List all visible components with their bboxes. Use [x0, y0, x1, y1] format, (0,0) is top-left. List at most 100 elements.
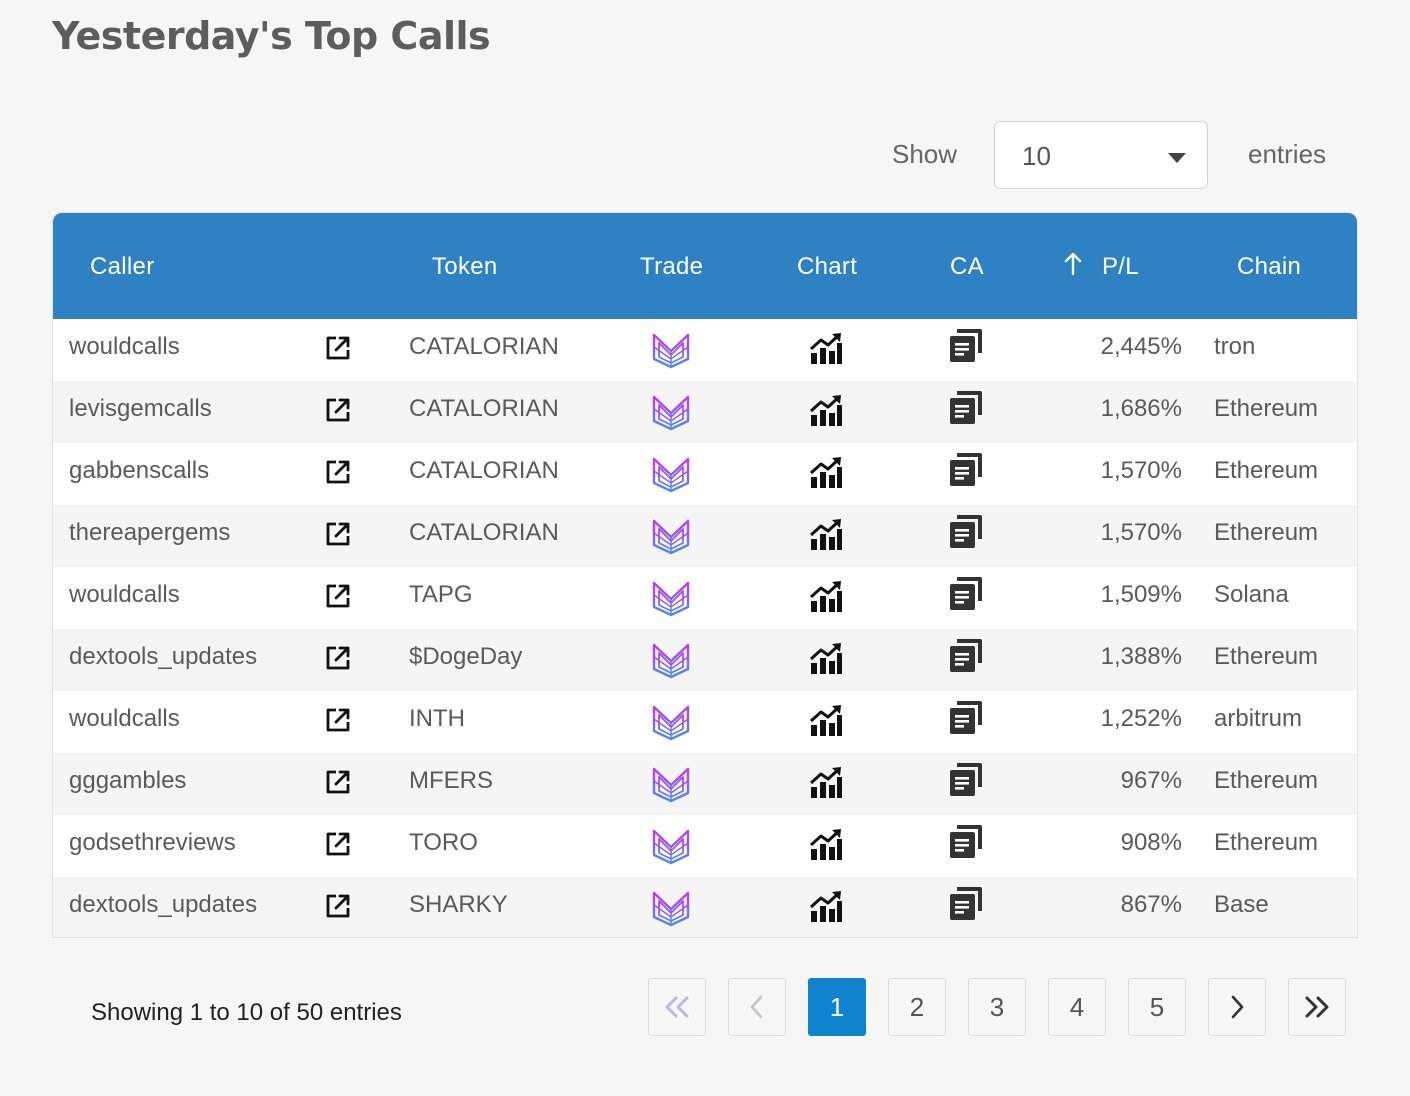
header-caller[interactable]: Caller [90, 253, 155, 280]
table-row: wouldcalls TAPG 1,509% Solana [53, 567, 1357, 629]
trade-logo-icon[interactable] [651, 703, 691, 741]
profit-loss-value: 867% [1120, 891, 1182, 918]
chart-icon[interactable] [809, 455, 843, 489]
trade-logo-icon[interactable] [651, 827, 691, 865]
caller-name: wouldcalls [69, 333, 180, 360]
profit-loss-value: 967% [1120, 767, 1182, 794]
copy-icon[interactable] [949, 761, 983, 797]
copy-icon[interactable] [949, 885, 983, 921]
token-name: SHARKY [409, 891, 508, 918]
caller-name: gggambles [69, 767, 187, 794]
copy-icon[interactable] [949, 513, 983, 549]
external-link-icon[interactable] [325, 831, 351, 857]
chain-name: Ethereum [1214, 767, 1319, 794]
trade-logo-icon[interactable] [651, 579, 691, 617]
chart-icon[interactable] [809, 765, 843, 799]
chevron-right-icon [1231, 995, 1244, 1019]
header-chart[interactable]: Chart [797, 253, 858, 280]
page-button-5[interactable]: 5 [1128, 978, 1186, 1036]
chart-icon[interactable] [809, 703, 843, 737]
copy-icon[interactable] [949, 575, 983, 611]
trade-logo-icon[interactable] [651, 765, 691, 803]
external-link-icon[interactable] [325, 769, 351, 795]
trade-logo-icon[interactable] [651, 889, 691, 927]
header-trade[interactable]: Trade [640, 253, 704, 280]
last-page-button[interactable] [1288, 978, 1346, 1036]
chart-icon[interactable] [809, 889, 843, 923]
trade-logo-icon[interactable] [651, 517, 691, 555]
chain-name: arbitrum [1214, 705, 1303, 732]
profit-loss-value: 2,445% [1100, 333, 1182, 360]
token-name: CATALORIAN [409, 519, 559, 546]
entries-per-page-value: 10 [1022, 141, 1051, 171]
profit-loss-value: 1,252% [1100, 705, 1182, 732]
external-link-icon[interactable] [325, 645, 351, 671]
chain-name: Solana [1214, 581, 1289, 608]
token-name: CATALORIAN [409, 333, 559, 360]
entries-per-page-select[interactable]: 10 [994, 121, 1208, 189]
trade-logo-icon[interactable] [651, 331, 691, 369]
copy-icon[interactable] [949, 823, 983, 859]
external-link-icon[interactable] [325, 707, 351, 733]
copy-icon[interactable] [949, 451, 983, 487]
copy-icon[interactable] [949, 327, 983, 363]
header-token[interactable]: Token [432, 253, 498, 280]
sort-arrow-up-icon[interactable] [1063, 251, 1083, 277]
chart-icon[interactable] [809, 393, 843, 427]
page-button-4[interactable]: 4 [1048, 978, 1106, 1036]
copy-icon[interactable] [949, 637, 983, 673]
external-link-icon[interactable] [325, 459, 351, 485]
chain-name: Ethereum [1214, 395, 1319, 422]
profit-loss-value: 908% [1120, 829, 1182, 856]
header-ca[interactable]: CA [950, 253, 984, 280]
caller-name: thereapergems [69, 519, 231, 546]
token-name: INTH [409, 705, 465, 732]
caller-name: wouldcalls [69, 705, 180, 732]
token-name: TORO [409, 829, 478, 856]
trade-logo-icon[interactable] [651, 641, 691, 679]
next-page-button[interactable] [1208, 978, 1266, 1036]
copy-icon[interactable] [949, 699, 983, 735]
top-calls-table: Caller Token Trade Chart CA P/L Chain wo… [52, 212, 1358, 938]
caller-name: dextools_updates [69, 891, 258, 918]
external-link-icon[interactable] [325, 583, 351, 609]
entries-length-control: Show 10 entries [0, 121, 1410, 191]
token-name: TAPG [409, 581, 473, 608]
trade-logo-icon[interactable] [651, 393, 691, 431]
caret-down-icon [1168, 153, 1186, 163]
chain-name: tron [1214, 333, 1256, 360]
profit-loss-value: 1,570% [1100, 457, 1182, 484]
copy-icon[interactable] [949, 389, 983, 425]
table-row: gabbenscalls CATALORIAN 1,570% Ethereum [53, 443, 1357, 505]
external-link-icon[interactable] [325, 335, 351, 361]
page-button-3[interactable]: 3 [968, 978, 1026, 1036]
chain-name: Ethereum [1214, 519, 1319, 546]
trade-logo-icon[interactable] [651, 455, 691, 493]
external-link-icon[interactable] [325, 397, 351, 423]
chart-icon[interactable] [809, 331, 843, 365]
header-chain[interactable]: Chain [1237, 253, 1302, 280]
chart-icon[interactable] [809, 641, 843, 675]
chart-icon[interactable] [809, 517, 843, 551]
caller-name: dextools_updates [69, 643, 258, 670]
profit-loss-value: 1,686% [1100, 395, 1182, 422]
first-page-button[interactable] [648, 978, 706, 1036]
table-row: wouldcalls INTH 1,252% arbitrum [53, 691, 1357, 753]
external-link-icon[interactable] [325, 893, 351, 919]
previous-page-button[interactable] [728, 978, 786, 1036]
chevron-left-icon [750, 995, 763, 1019]
external-link-icon[interactable] [325, 521, 351, 547]
table-row: wouldcalls CATALORIAN 2,445% tron [53, 319, 1357, 381]
chain-name: Ethereum [1214, 457, 1319, 484]
profit-loss-value: 1,570% [1100, 519, 1182, 546]
show-label: Show [892, 139, 958, 169]
token-name: $DogeDay [409, 643, 523, 670]
chart-icon[interactable] [809, 827, 843, 861]
chain-name: Base [1214, 891, 1269, 918]
page-button-2[interactable]: 2 [888, 978, 946, 1036]
table-row: dextools_updates SHARKY 867% Base [53, 877, 1357, 937]
page-button-1[interactable]: 1 [808, 978, 866, 1036]
header-pl[interactable]: P/L [1102, 253, 1139, 280]
chart-icon[interactable] [809, 579, 843, 613]
